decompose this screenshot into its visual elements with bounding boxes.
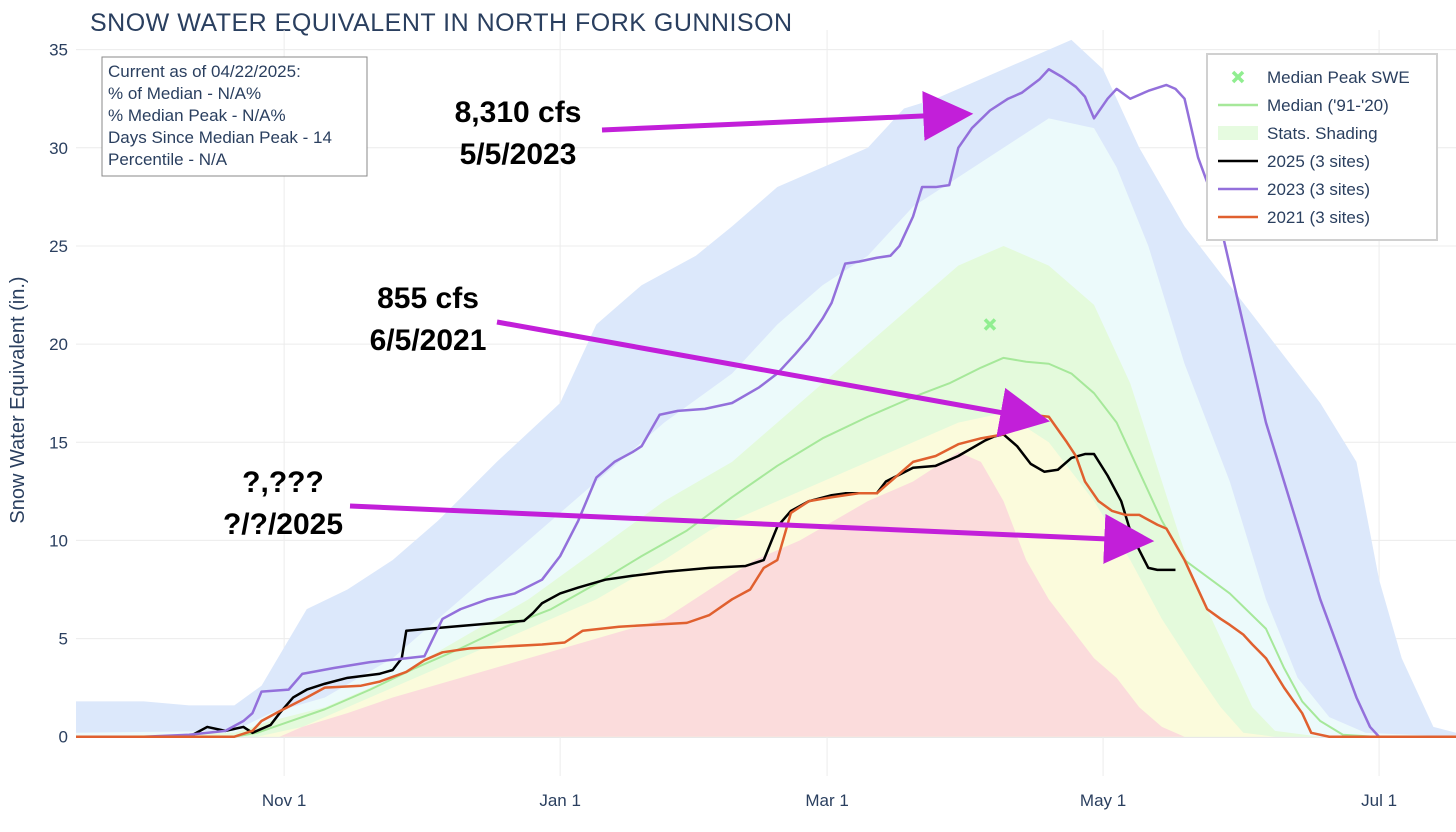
annotation-flow-text: 855 cfs	[377, 282, 479, 315]
annotation-arrow	[601, 90, 974, 141]
info-line: % of Median - N/A%	[108, 84, 261, 103]
x-tick-label: Jan 1	[539, 791, 581, 810]
chart-title: SNOW WATER EQUIVALENT IN NORTH FORK GUNN…	[90, 9, 793, 37]
series-lines	[76, 68, 1456, 738]
y-tick-label: 0	[59, 728, 68, 747]
annotation-date-text: 6/5/2021	[370, 324, 487, 357]
info-box: Current as of 04/22/2025: % of Median - …	[101, 56, 368, 177]
legend-swatch-marker	[1231, 70, 1245, 84]
x-tick-label: May 1	[1080, 791, 1126, 810]
annotation-2025: ?,??? ?/?/2025	[223, 466, 343, 541]
legend-label: Median ('91-'20)	[1267, 96, 1389, 115]
x-tick-label: Jul 1	[1361, 791, 1397, 810]
y-tick-label: 20	[49, 335, 68, 354]
y-tick-labels: 0 5 10 15 20 25 30 35	[49, 41, 68, 747]
annotation-flow-text: ?,???	[242, 466, 324, 499]
legend-frame	[1206, 53, 1438, 241]
y-tick-label: 5	[59, 630, 68, 649]
y-tick-label: 10	[49, 531, 68, 550]
legend-swatch-band	[1218, 126, 1258, 140]
annotation-flow-text: 8,310 cfs	[455, 96, 582, 129]
info-line: Current as of 04/22/2025:	[108, 62, 301, 81]
x-tick-labels: Nov 1 Jan 1 Mar 1 May 1 Jul 1	[262, 791, 1397, 810]
series-line-2021-3-sites	[76, 413, 1456, 738]
legend-label: Stats. Shading	[1267, 124, 1378, 143]
info-box-frame	[101, 56, 368, 177]
series-line-2025-3-sites	[76, 433, 1176, 738]
y-tick-label: 15	[49, 433, 68, 452]
annotation-arrow	[496, 319, 1050, 438]
legend-label: Median Peak SWE	[1267, 68, 1410, 87]
x-tick-label: Mar 1	[805, 791, 848, 810]
band-min	[76, 452, 1456, 737]
median-peak-marker-group	[983, 318, 997, 331]
y-tick-label: 25	[49, 237, 68, 256]
info-line: % Median Peak - N/A%	[108, 106, 286, 125]
y-tick-label: 30	[49, 139, 68, 158]
annotation-arrow	[349, 503, 1155, 564]
y-tick-label: 35	[49, 41, 68, 60]
legend-label: 2023 (3 sites)	[1267, 180, 1370, 199]
series-line-2023-3-sites	[76, 68, 1456, 738]
annotation-date-text: 5/5/2023	[460, 138, 577, 171]
annotations: 8,310 cfs 5/5/2023 855 cfs 6/5/2021 ?,??…	[223, 96, 581, 541]
annotation-2023: 8,310 cfs 5/5/2023	[455, 96, 582, 171]
legend-label: 2021 (3 sites)	[1267, 208, 1370, 227]
median-peak-marker	[983, 318, 997, 331]
x-tick-label: Nov 1	[262, 791, 306, 810]
y-axis-label: Snow Water Equivalent (in.)	[7, 276, 29, 523]
info-line: Days Since Median Peak - 14	[108, 128, 332, 147]
legend: Median Peak SWE Median ('91-'20) Stats. …	[1206, 53, 1438, 241]
info-line: Percentile - N/A	[108, 150, 228, 169]
legend-label: 2025 (3 sites)	[1267, 152, 1370, 171]
annotation-arrows	[349, 90, 1155, 564]
annotation-date-text: ?/?/2025	[223, 508, 343, 541]
annotation-2021: 855 cfs 6/5/2021	[370, 282, 487, 357]
